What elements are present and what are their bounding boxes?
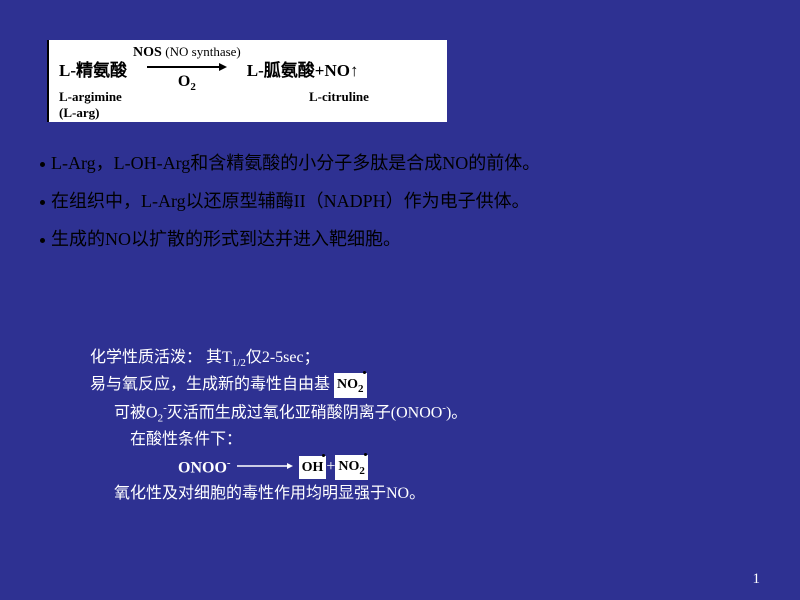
bullet-item: 在组织中，L-Arg以还原型辅酶II（NADPH）作为电子供体。 [40,183,760,221]
small-arrow-icon [237,454,293,480]
radical-dot-icon [364,453,367,456]
chem-line-2: 易与氧反应，生成新的毒性自由基 NO2 [90,372,730,398]
bullet-text: L-Arg，L-OH-Arg和含精氨酸的小分子多肽是合成NO的前体。 [51,145,540,183]
bullet-list: L-Arg，L-OH-Arg和含精氨酸的小分子多肽是合成NO的前体。 在组织中，… [40,145,760,258]
product-english: L-citruline [309,89,369,121]
reaction-arrow-stack: NOS (NO synthase) O2 [133,44,241,93]
chem-line-5: ONOO- OH + NO2 [90,454,730,482]
oh-radical-box: OH [299,456,327,479]
bullet-item: L-Arg，L-OH-Arg和含精氨酸的小分子多肽是合成NO的前体。 [40,145,760,183]
chem-line-6: 氧化性及对细胞的毒性作用均明显强于NO。 [90,481,730,507]
chem-line-4: 在酸性条件下： [90,427,730,453]
bullet-text: 在组织中，L-Arg以还原型辅酶II（NADPH）作为电子供体。 [51,183,530,221]
no2-radical-box-2: NO2 [335,455,368,480]
bullet-item: 生成的NO以扩散的形式到达并进入靶细胞。 [40,221,760,259]
no2-radical-box: NO2 [334,373,367,398]
chem-line-3: 可被O2-灭活而生成过氧化亚硝酸阴离子(ONOO-)。 [90,399,730,428]
bullet-icon [40,162,45,167]
page-number: 1 [753,571,761,588]
chemistry-block: 化学性质活泼： 其T1/2仅2-5sec； 易与氧反应，生成新的毒性自由基 NO… [90,345,730,508]
reaction-equation: L-精氨酸 NOS (NO synthase) O2 L-胍氨酸+NO↑ [59,44,437,93]
chem-line-1: 化学性质活泼： 其T1/2仅2-5sec； [90,345,730,372]
bullet-icon [40,238,45,243]
reaction-diagram: L-精氨酸 NOS (NO synthase) O2 L-胍氨酸+NO↑ L-a… [47,40,447,122]
product-label: L-胍氨酸+NO↑ [247,56,359,81]
radical-dot-icon [322,454,325,457]
enzyme-label: NOS (NO synthase) [133,44,241,61]
bullet-icon [40,200,45,205]
reaction-english-labels: L-argimine (L-arg) L-citruline [59,89,437,121]
bullet-text: 生成的NO以扩散的形式到达并进入靶细胞。 [51,221,401,259]
reactant-english: L-argimine (L-arg) [59,89,154,121]
onoo-lhs: ONOO- [178,454,231,482]
reactant-label: L-精氨酸 [59,56,127,81]
radical-dot-icon [363,371,366,374]
reaction-arrow [147,61,227,77]
plus-sign: + [326,454,335,480]
